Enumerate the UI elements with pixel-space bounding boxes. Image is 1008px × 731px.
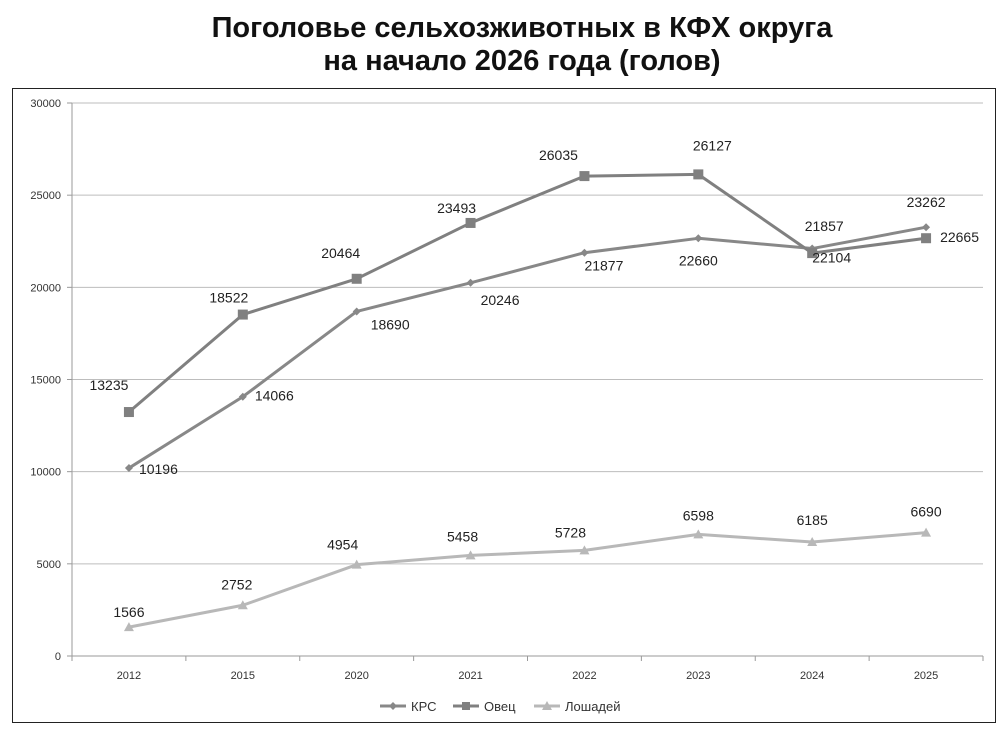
chart-title-line-1: Поголовье сельхозживотных в КФХ округа (211, 12, 833, 44)
data-point-triangle (921, 527, 932, 537)
data-label: 10196 (139, 461, 178, 477)
data-point-square (693, 169, 704, 180)
data-point-diamond (238, 392, 247, 401)
chart-title-line-2: на начало 2026 года (голов) (323, 45, 721, 77)
data-point-diamond (466, 278, 475, 287)
data-label: 22665 (940, 229, 979, 245)
data-label: 4954 (327, 537, 358, 553)
data-point-diamond (389, 702, 397, 710)
data-point-diamond (580, 248, 589, 257)
data-point-triangle (807, 536, 818, 546)
data-label: 6598 (683, 507, 714, 523)
data-point-diamond (694, 234, 703, 243)
x-tick-label: 2025 (914, 670, 938, 682)
data-label: 22104 (812, 250, 851, 266)
data-label: 23493 (437, 200, 476, 216)
data-label: 5728 (555, 524, 586, 540)
x-tick-label: 2015 (231, 670, 255, 682)
series-line (128, 531, 927, 629)
data-point-triangle (465, 550, 476, 560)
y-tick-label: 25000 (30, 190, 61, 202)
data-label: 23262 (907, 194, 946, 210)
data-label: 26127 (693, 137, 732, 153)
data-point-square (123, 407, 134, 418)
x-tick-label: 2022 (572, 670, 596, 682)
data-point-triangle (542, 701, 552, 710)
data-point-triangle (237, 600, 248, 610)
data-point-triangle (693, 529, 704, 539)
x-tick-label: 2021 (458, 670, 482, 682)
legend: КРС Овец Лошадей (380, 699, 621, 714)
data-point-square (921, 233, 932, 244)
y-tick-label: 30000 (30, 98, 61, 110)
data-point-triangle (579, 545, 590, 555)
chart-title: Поголовье сельхозживотных в КФХ округа н… (0, 12, 1008, 78)
data-point-diamond (922, 223, 931, 232)
data-label: 14066 (255, 388, 294, 404)
series-line (127, 172, 927, 414)
x-tick-label: 2024 (800, 670, 824, 682)
data-label: 1566 (113, 604, 144, 620)
data-point-square (462, 702, 470, 710)
data-labels: 10196 14066 18690 20246 21877 22660 22104 23262… (89, 137, 979, 620)
axes: 0 5000 10000 15000 20000 25000 30000 2012 2015 20… (30, 98, 984, 682)
data-label: 6690 (910, 504, 941, 520)
data-label: 20464 (321, 245, 360, 261)
data-point-square (237, 309, 248, 320)
data-point-diamond (352, 307, 361, 316)
y-tick-label: 0 (55, 651, 61, 663)
y-tick-label: 15000 (30, 375, 61, 387)
y-tick-label: 5000 (37, 559, 61, 571)
data-point-triangle (123, 622, 134, 632)
data-label: 5458 (447, 528, 478, 544)
gridlines (72, 102, 983, 565)
data-point-diamond (124, 464, 133, 473)
x-tick-label: 2023 (686, 670, 710, 682)
data-point-square (579, 171, 590, 182)
chart-frame (12, 88, 996, 723)
data-point-square (465, 217, 476, 228)
data-label: 20246 (481, 292, 520, 308)
data-label: 6185 (797, 512, 828, 528)
data-label: 13235 (89, 377, 128, 393)
data-label: 21877 (584, 258, 623, 274)
data-label: 18690 (371, 316, 410, 332)
series-group (123, 169, 932, 632)
y-tick-label: 10000 (30, 467, 61, 479)
series-line (128, 225, 927, 470)
legend-label: Лошадей (565, 699, 621, 714)
data-point-square (351, 273, 362, 284)
x-tick-label: 2012 (117, 670, 141, 682)
data-label: 21857 (805, 218, 844, 234)
y-tick-label: 20000 (30, 282, 61, 294)
data-point-triangle (351, 559, 362, 569)
data-label: 2752 (221, 576, 252, 592)
x-tick-label: 2020 (344, 670, 368, 682)
legend-label: КРС (411, 699, 437, 714)
data-label: 18522 (209, 290, 248, 306)
data-point-square (807, 248, 818, 259)
data-label: 22660 (679, 252, 718, 268)
data-label: 26035 (539, 147, 578, 163)
legend-label: Овец (484, 699, 516, 714)
